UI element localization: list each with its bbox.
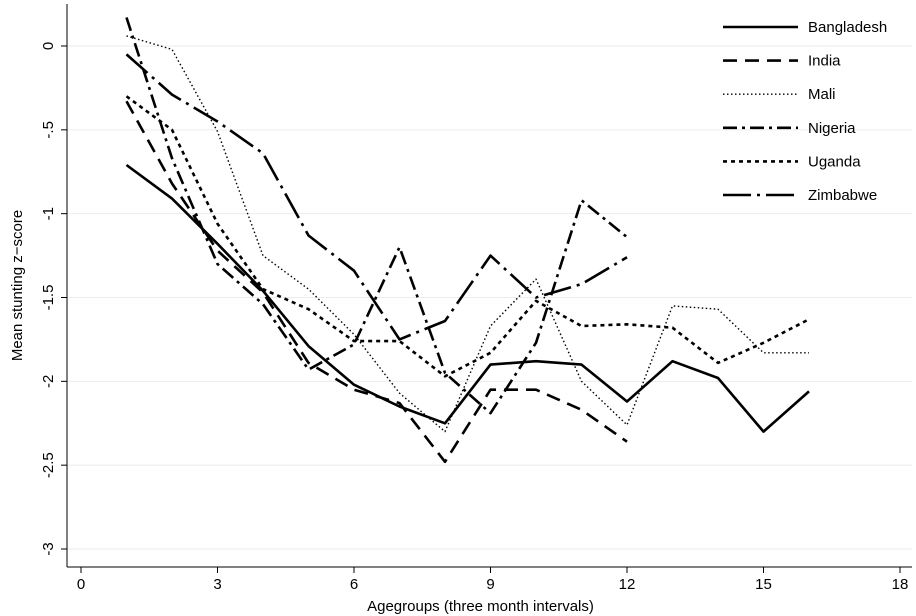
- y-tick-label: -2.5: [40, 452, 57, 478]
- grid-lines: [67, 45, 912, 550]
- series-line-uganda: [125, 95, 810, 378]
- x-tick-label: 15: [755, 576, 772, 593]
- y-tick-label: -1: [40, 207, 57, 220]
- x-axis-title: Agegroups (three month intervals): [367, 598, 594, 615]
- legend-label-india: India: [808, 53, 841, 70]
- x-tick-label: 18: [892, 576, 909, 593]
- x-tick-label: 9: [486, 576, 494, 593]
- legend-label-uganda: Uganda: [808, 153, 861, 170]
- y-tick-label: -3: [40, 542, 57, 555]
- legend-label-nigeria: Nigeria: [808, 120, 856, 137]
- legend-label-mali: Mali: [808, 86, 836, 103]
- y-axis-title: Mean stunting z−score: [9, 210, 26, 361]
- series-line-nigeria: [125, 17, 628, 415]
- x-tick-label: 3: [213, 576, 221, 593]
- series-line-india: [125, 100, 628, 464]
- axes: 0 -.5 -1 -1.5 -2 -2.5 -3 0 3 6 9 12 15 18: [40, 4, 912, 593]
- legend: Bangladesh India Mali Nigeria Uganda Zimbabwe: [723, 19, 887, 204]
- y-tick-label: -1.5: [40, 285, 57, 311]
- x-tick-label: 12: [619, 576, 636, 593]
- series-line-mali: [126, 35, 809, 433]
- y-tick-label: 0: [40, 42, 57, 50]
- x-tick-label: 6: [350, 576, 358, 593]
- legend-label-bangladesh: Bangladesh: [808, 19, 887, 36]
- legend-label-zimbabwe: Zimbabwe: [808, 187, 877, 204]
- series-line-zimbabwe: [125, 53, 628, 341]
- y-tick-label: -2: [40, 375, 57, 388]
- series-lines: [125, 17, 810, 464]
- series-line-bangladesh: [125, 163, 810, 433]
- y-tick-label: -.5: [40, 121, 57, 139]
- x-tick-label: 0: [77, 576, 85, 593]
